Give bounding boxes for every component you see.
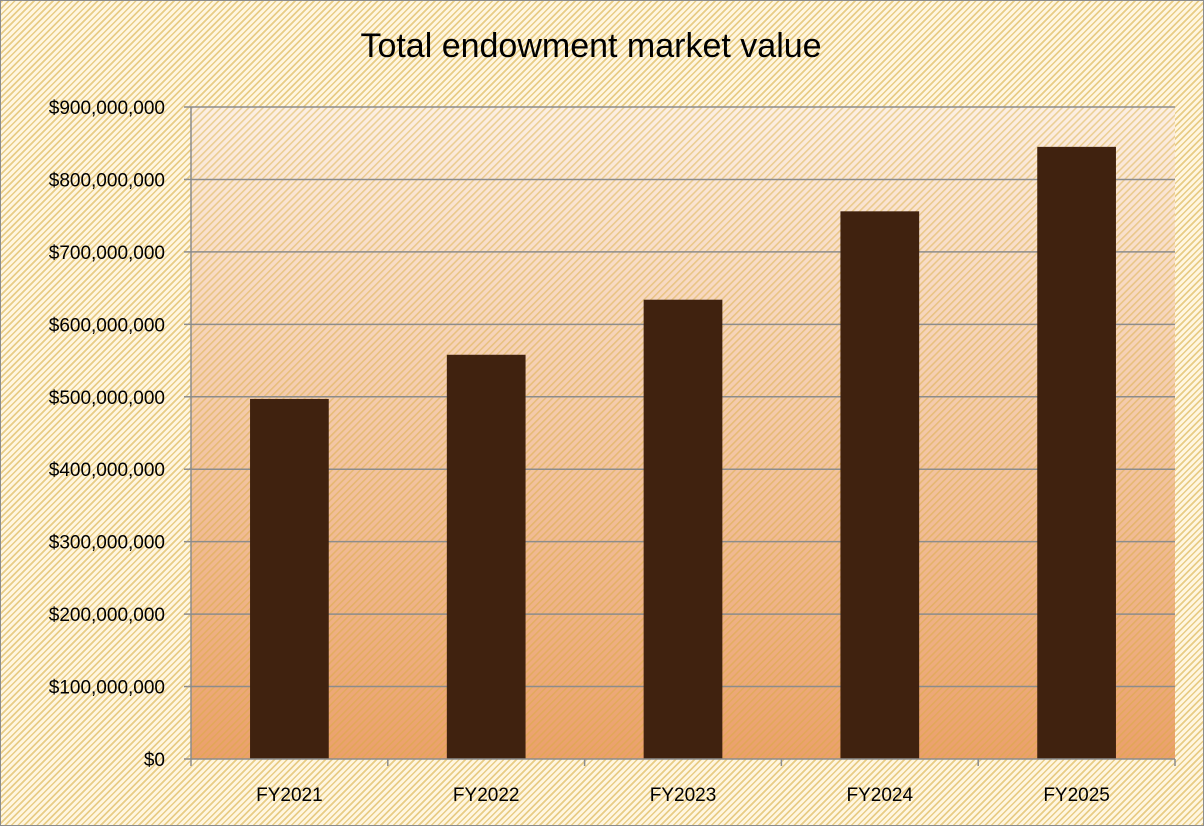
- bar-fy2023: [643, 299, 723, 759]
- axes: [184, 106, 1176, 766]
- y-tick-label: $600,000,000: [49, 315, 165, 336]
- y-tick-label: $900,000,000: [49, 98, 165, 119]
- y-tick-label: $400,000,000: [49, 460, 165, 481]
- y-tick-label: $800,000,000: [49, 170, 165, 191]
- bar-fy2021: [250, 398, 329, 759]
- bar-fy2025: [1037, 146, 1116, 759]
- x-tick-label: FY2025: [1043, 785, 1110, 806]
- y-tick-label: $300,000,000: [49, 533, 165, 554]
- y-tick-label: $100,000,000: [49, 678, 165, 699]
- x-tick-label: FY2022: [453, 785, 520, 806]
- y-tick-label: $0: [144, 750, 165, 771]
- bars: [250, 146, 1116, 759]
- tick-labels: $0 $100,000,000 $200,000,000 $300,000,000 $4…: [49, 98, 1110, 806]
- y-tick-label: $700,000,000: [49, 243, 165, 264]
- bar-fy2022: [446, 354, 526, 759]
- bar-fy2024: [840, 211, 920, 759]
- y-tick-label: $500,000,000: [49, 388, 165, 409]
- x-tick-label: FY2021: [256, 785, 323, 806]
- x-tick-label: FY2024: [847, 785, 914, 806]
- x-tick-label: FY2023: [650, 785, 717, 806]
- y-tick-label: $200,000,000: [49, 605, 165, 626]
- chart-title: Total endowment market value: [360, 27, 822, 65]
